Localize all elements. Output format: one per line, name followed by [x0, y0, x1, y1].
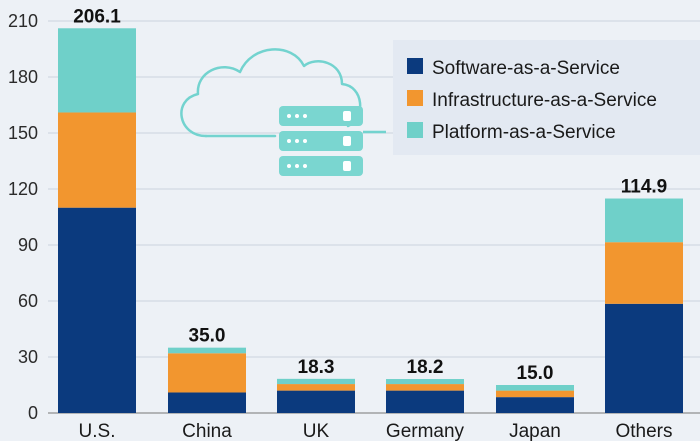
server-icon — [279, 106, 386, 176]
y-tick-label: 210 — [8, 11, 38, 31]
legend-swatch-saas — [407, 58, 423, 74]
bar-total-label: 206.1 — [73, 6, 121, 27]
legend-swatch-paas — [407, 122, 423, 138]
x-category-label: Japan — [509, 421, 561, 441]
bar-segment — [386, 384, 464, 391]
bar-segment — [496, 390, 574, 398]
legend-label-saas: Software-as-a-Service — [432, 58, 620, 79]
bar-segment — [605, 242, 683, 304]
bar-labels: 206.1 U.S. 35.0 China 18.3 UK 18.2 Germany 15.0 J… — [73, 6, 672, 441]
cloud-icon — [180, 48, 362, 138]
bar-segment — [58, 112, 136, 208]
bar-segment — [496, 397, 574, 413]
y-tick-label: 150 — [8, 123, 38, 143]
x-category-label: Germany — [386, 421, 465, 441]
x-category-label: U.S. — [79, 421, 116, 441]
bar-segment — [58, 207, 136, 413]
bar-segment — [168, 392, 246, 413]
y-tick-label: 60 — [18, 291, 38, 311]
bar-total-label: 35.0 — [189, 326, 226, 347]
bar-segment — [605, 303, 683, 413]
legend-box — [393, 40, 700, 155]
bar-segment — [168, 353, 246, 393]
x-category-label: Others — [615, 421, 672, 441]
bar-segment — [168, 347, 246, 354]
y-axis: 0 30 60 90 120 150 180 210 — [8, 11, 700, 423]
cloud-server-illustration — [180, 48, 386, 176]
bar-segment — [386, 390, 464, 413]
bar-total-label: 18.3 — [298, 357, 335, 378]
y-tick-label: 90 — [18, 235, 38, 255]
bar-segment — [277, 390, 355, 413]
y-tick-label: 0 — [28, 403, 38, 423]
bar-segment — [277, 384, 355, 391]
bar-segment — [605, 198, 683, 243]
bar-segment — [58, 28, 136, 113]
bar-segment — [496, 385, 574, 391]
bar-total-label: 18.2 — [407, 357, 444, 378]
x-category-label: UK — [303, 421, 330, 441]
bar-segment — [386, 379, 464, 385]
bar-segment — [277, 378, 355, 385]
y-tick-label: 180 — [8, 67, 38, 87]
bar-total-label: 15.0 — [517, 363, 554, 384]
legend-label-paas: Platform-as-a-Service — [432, 122, 616, 143]
x-category-label: China — [182, 421, 232, 441]
legend-swatch-iaas — [407, 90, 423, 106]
legend: Software-as-a-Service Infrastructure-as-… — [393, 40, 700, 155]
bars — [58, 28, 683, 413]
bar-total-label: 114.9 — [621, 177, 668, 198]
legend-label-iaas: Infrastructure-as-a-Service — [432, 90, 657, 111]
y-tick-label: 30 — [18, 347, 38, 367]
y-tick-label: 120 — [8, 179, 38, 199]
